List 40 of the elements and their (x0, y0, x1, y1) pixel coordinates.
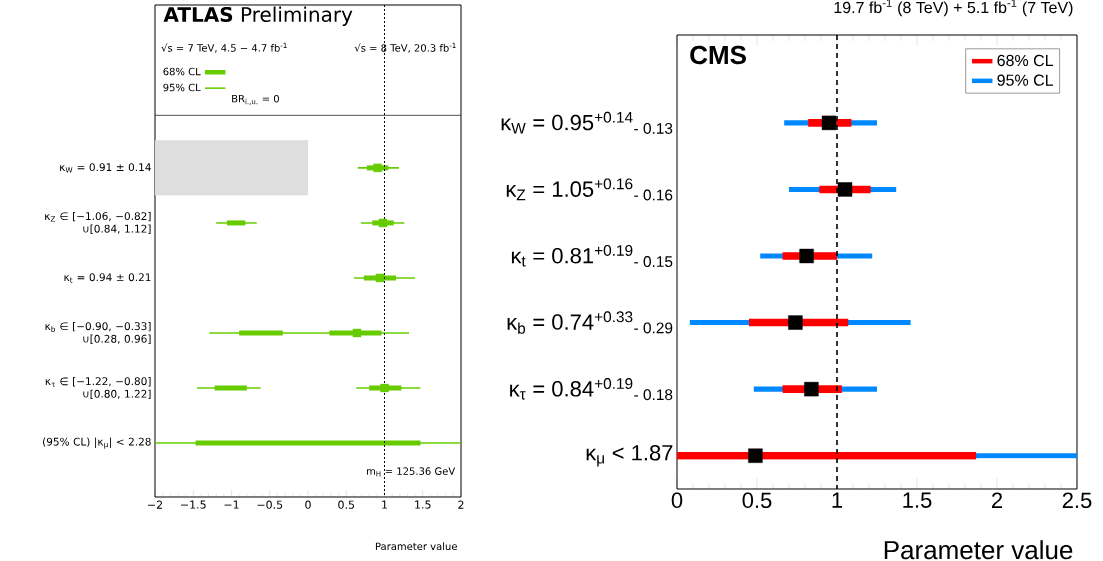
y-tick-label: κ$_{τ}$ = 0.84$^{+0.19}$- 0.18 (510, 378, 673, 401)
legend-label: 95% CL (997, 74, 1054, 86)
x-axis-title: Parameter value (375, 542, 457, 551)
x-tick-label: 1.5 (903, 492, 932, 508)
y-tick-label: κ$_{t}$ = 0.94 ± 0.21 (64, 273, 151, 283)
text: √s = 8 TeV, 20.3 fb$^{-1}$ (354, 42, 456, 53)
x-tick-label: 1 (382, 500, 387, 509)
x-tick-label: 2 (458, 500, 464, 509)
y-tick-label: κ$_{t}$ = 0.81$^{+0.19}$- 0.15 (511, 244, 673, 268)
y-tick-label: κ$_{W}$ = 0.95$^{+0.14}$- 0.13 (501, 111, 673, 134)
y-tick-label: κ$_{τ}$ ∈ [−1.22, −0.80] ∪[0.80, 1.22] (45, 377, 151, 399)
x-tick-label: −0.5 (257, 500, 283, 509)
x-tick-label: 0 (671, 492, 683, 509)
text: BR$_{i.,u.}$ = 0 (232, 94, 279, 105)
annotation: m$_{H}$ = 125.36 GeV (366, 467, 456, 477)
annotation: CMS (690, 45, 746, 65)
y-tick-label: κ$_{b}$ ∈ [−0.90, −0.33] ∪[0.28, 0.96] (45, 322, 151, 344)
legend-label: 68% CL (997, 54, 1054, 67)
y-tick-label: κ$_{Z}$ ∈ [−1.06, −0.82] ∪[0.84, 1.12] (45, 211, 151, 234)
x-tick-label: 0 (305, 500, 311, 509)
x-tick-label: 2.5 (1062, 492, 1092, 509)
y-tick-label: κ$_{W}$ = 0.91 ± 0.14 (60, 163, 151, 173)
x-tick-label: −1.5 (181, 500, 206, 509)
legend-label: 95% CL (163, 83, 201, 92)
x-tick-label: 0.5 (338, 500, 355, 509)
x-tick-label: −1 (224, 500, 239, 509)
legend-label: 68% CL (163, 67, 201, 76)
x-tick-label: 0.5 (742, 492, 772, 509)
y-tick-label: (95% CL) |κ$_{μ}$| < 2.28 (43, 437, 151, 449)
text: √s = 7 TeV, 4.5 − 4.7 fb$^{-1}$ (161, 42, 287, 53)
chart-title: 19.7 fb$^{-1}$ (8 TeV) + 5.1 fb$^{-1}$ (7 TeV) (834, 0, 1073, 17)
x-tick-label: 1.5 (415, 500, 431, 509)
y-tick-label: κ$_{μ}$ < 1.87 (586, 444, 673, 467)
y-tick-label: κ$_{b}$ = 0.74$^{+0.33}$- 0.29 (507, 311, 673, 334)
x-axis-title: Parameter value (884, 540, 1073, 560)
x-tick-label: 1 (832, 492, 843, 508)
x-tick-label: −2 (148, 500, 163, 509)
x-tick-label: 2 (992, 492, 1003, 508)
chart-title: ATLAS Preliminary (163, 6, 353, 26)
y-tick-label: κ$_{Z}$ = 1.05$^{+0.16}$- 0.16 (506, 178, 673, 201)
